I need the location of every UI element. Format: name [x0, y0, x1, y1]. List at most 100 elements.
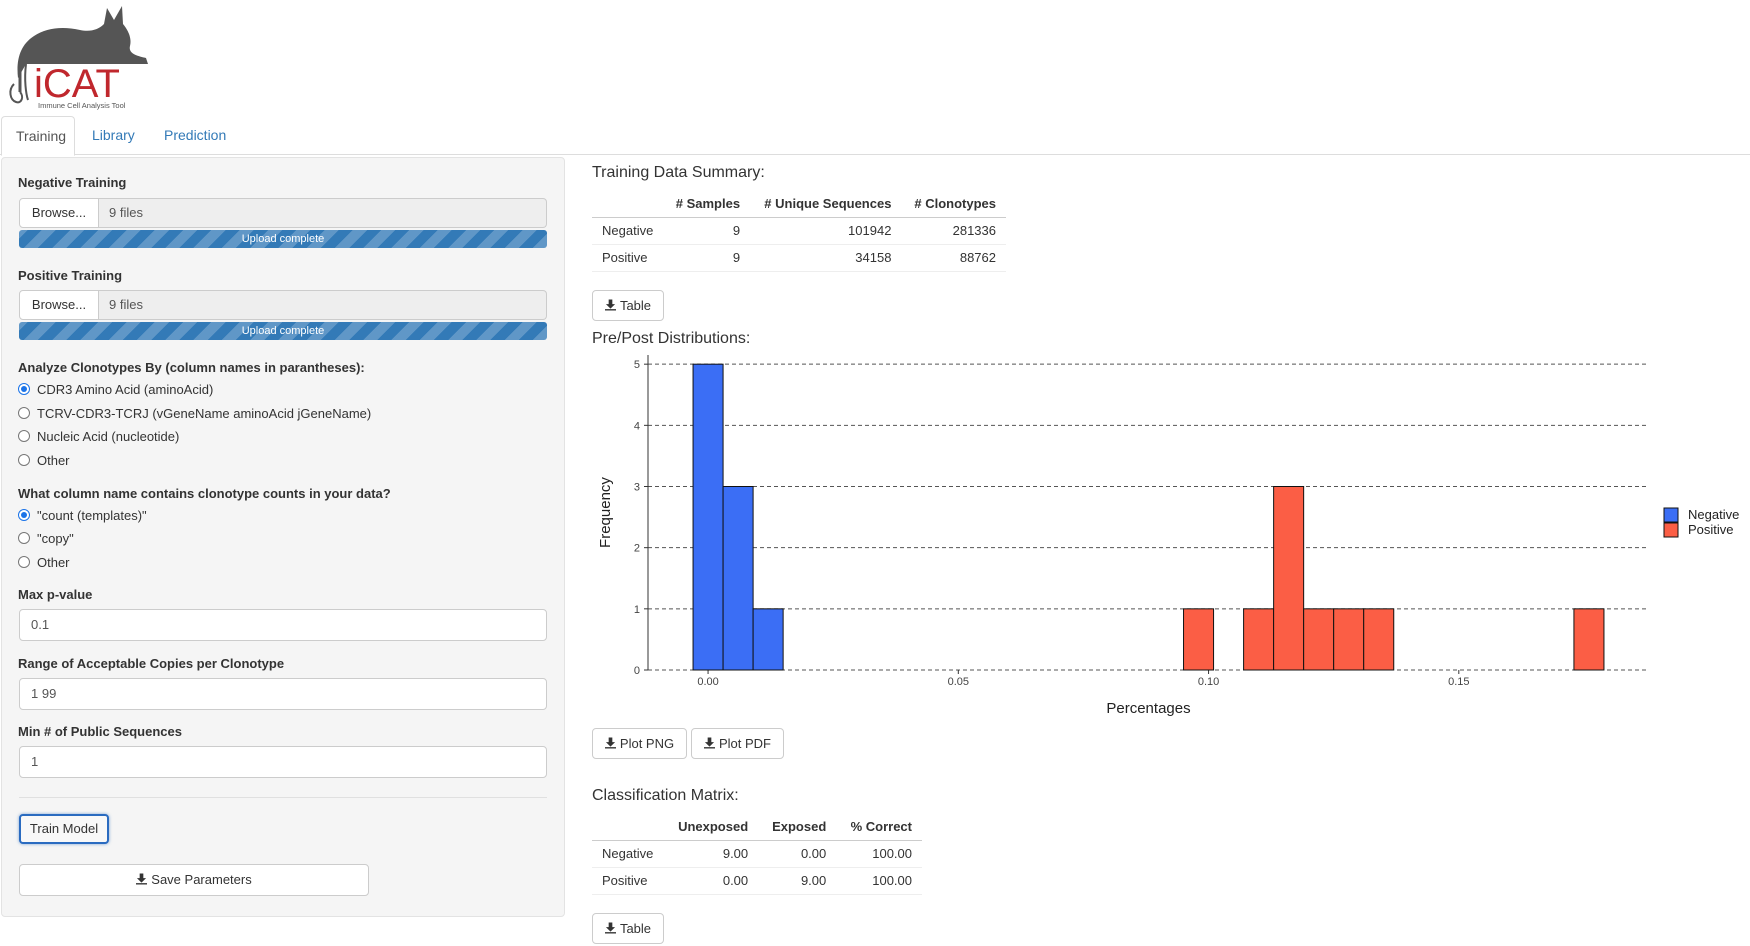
legend-swatch-positive: [1663, 522, 1679, 538]
count-option-templates[interactable]: "count (templates)": [18, 506, 147, 526]
x-tick-label: 0.05: [948, 676, 969, 688]
analyze-option-label: CDR3 Amino Acid (aminoAcid): [37, 382, 214, 397]
positive-training-label: Positive Training: [18, 268, 123, 283]
save-parameters-button[interactable]: Save Parameters: [19, 864, 369, 896]
classification-header: % Correct: [836, 813, 922, 841]
table-cell: 0.00: [758, 840, 837, 868]
icat-logo: iCAT Immune Cell Analysis Tool: [4, 0, 154, 112]
histogram-bar-positive: [1183, 608, 1215, 671]
table-cell: 281336: [901, 217, 1006, 245]
x-tick-label: 0.10: [1198, 676, 1219, 688]
summary-title: Training Data Summary:: [592, 164, 765, 181]
negative-file-count: 9 files: [99, 198, 547, 228]
count-option-label: "copy": [37, 531, 74, 546]
histogram-bar-positive: [1573, 608, 1605, 671]
histogram-bar-positive: [1243, 608, 1275, 671]
table-cell: 9: [663, 217, 751, 245]
legend-swatch-negative: [1663, 507, 1679, 523]
table-cell: Positive: [592, 867, 664, 895]
table-cell: 9.00: [663, 840, 759, 868]
table-cell: 100.00: [836, 840, 922, 868]
positive-browse-button[interactable]: Browse...: [19, 290, 99, 320]
table-row: Negative 9.00 0.00 100.00: [592, 840, 922, 868]
positive-progress-label: Upload complete: [241, 325, 325, 337]
table-cell: 0.00: [663, 867, 759, 895]
negative-file-input: Browse... 9 files: [19, 198, 547, 228]
x-tick-label: 0.00: [697, 676, 718, 688]
summary-header: [592, 190, 664, 218]
summary-header: # Unique Sequences: [750, 190, 902, 218]
distributions-title: Pre/Post Distributions:: [592, 330, 751, 347]
histogram-svg: 0 1 2 3 4 5 0.00 0.05 0.10 0.15 Percentages Frequen…: [597, 355, 1739, 717]
table-button-label: Table: [619, 921, 652, 936]
x-tick-label: 0.15: [1448, 676, 1469, 688]
radio-icon[interactable]: [18, 430, 30, 442]
y-tick-label: 1: [634, 604, 640, 616]
tab-prediction[interactable]: Prediction: [164, 127, 227, 143]
histogram-bar-positive: [1273, 486, 1305, 671]
classification-title: Classification Matrix:: [592, 787, 739, 804]
negative-training-label: Negative Training: [18, 175, 127, 190]
classification-table: Unexposed Exposed % Correct Negative 9.0…: [592, 813, 922, 895]
summary-header: # Clonotypes: [901, 190, 1006, 218]
y-tick-label: 4: [634, 420, 640, 432]
analyze-option-tcrv[interactable]: TCRV-CDR3-TCRJ (vGeneName aminoAcid jGen…: [18, 404, 371, 424]
plot-png-button[interactable]: Plot PNG: [592, 728, 687, 759]
download-icon: [604, 922, 616, 934]
radio-icon[interactable]: [18, 454, 30, 466]
table-cell: 100.00: [836, 867, 922, 895]
analyze-option-label: TCRV-CDR3-TCRJ (vGeneName aminoAcid jGen…: [37, 406, 372, 421]
analyze-option-label: Other: [37, 453, 70, 468]
download-icon: [604, 737, 616, 749]
table-row: Negative 9 101942 281336: [592, 217, 1006, 245]
distribution-histogram: 0 1 2 3 4 5 0.00 0.05 0.10 0.15 Percentages Frequen…: [592, 355, 1750, 727]
plot-pdf-label: Plot PDF: [718, 736, 771, 751]
analyze-option-other[interactable]: Other: [18, 451, 70, 471]
analyze-by-label: Analyze Clonotypes By (column names in p…: [18, 360, 365, 375]
count-option-other[interactable]: Other: [18, 553, 70, 573]
count-option-label: "count (templates)": [37, 508, 147, 523]
count-option-label: Other: [37, 555, 70, 570]
classification-header: Exposed: [758, 813, 837, 841]
x-axis-label: Percentages: [1106, 700, 1190, 717]
copies-range-label: Range of Acceptable Copies per Clonotype: [18, 656, 285, 671]
positive-file-input: Browse... 9 files: [19, 290, 547, 320]
max-p-value-input[interactable]: 0.1: [19, 609, 547, 641]
classification-table-download-button[interactable]: Table: [592, 913, 664, 944]
analyze-option-amino-acid[interactable]: CDR3 Amino Acid (aminoAcid): [18, 380, 213, 400]
table-cell: 9.00: [758, 867, 837, 895]
y-tick-label: 3: [634, 482, 640, 494]
analyze-option-nucleotide[interactable]: Nucleic Acid (nucleotide): [18, 427, 179, 447]
summary-header: # Samples: [663, 190, 751, 218]
table-row: Positive 9 34158 88762: [592, 244, 1006, 272]
negative-browse-button[interactable]: Browse...: [19, 198, 99, 228]
radio-icon[interactable]: [18, 556, 30, 568]
plot-png-label: Plot PNG: [619, 736, 675, 751]
classification-header: [592, 813, 664, 841]
histogram-bar-positive: [1333, 608, 1365, 671]
table-cell: Negative: [592, 217, 664, 245]
positive-upload-progress: Upload complete: [19, 322, 547, 340]
table-button-label: Table: [619, 298, 652, 313]
public-sequences-input[interactable]: 1: [19, 746, 547, 778]
sidebar-divider: [19, 797, 547, 798]
legend-label-positive: Positive: [1688, 522, 1734, 537]
summary-table-download-button[interactable]: Table: [592, 290, 664, 321]
table-cell: 88762: [901, 244, 1006, 272]
radio-checked-icon[interactable]: [18, 383, 30, 395]
max-p-value-label: Max p-value: [18, 587, 93, 602]
save-parameters-label: Save Parameters: [151, 872, 252, 887]
download-icon: [703, 737, 715, 749]
negative-upload-progress: Upload complete: [19, 230, 547, 248]
y-tick-label: 0: [634, 665, 640, 677]
tab-library[interactable]: Library: [92, 127, 135, 143]
radio-icon[interactable]: [18, 532, 30, 544]
plot-pdf-button[interactable]: Plot PDF: [691, 728, 784, 759]
count-option-copy[interactable]: "copy": [18, 529, 74, 549]
train-model-button[interactable]: Train Model: [19, 814, 109, 844]
tab-training[interactable]: Training: [1, 116, 75, 156]
radio-checked-icon[interactable]: [18, 509, 30, 521]
classification-header: Unexposed: [663, 813, 759, 841]
radio-icon[interactable]: [18, 407, 30, 419]
copies-range-input[interactable]: 1 99: [19, 678, 547, 710]
